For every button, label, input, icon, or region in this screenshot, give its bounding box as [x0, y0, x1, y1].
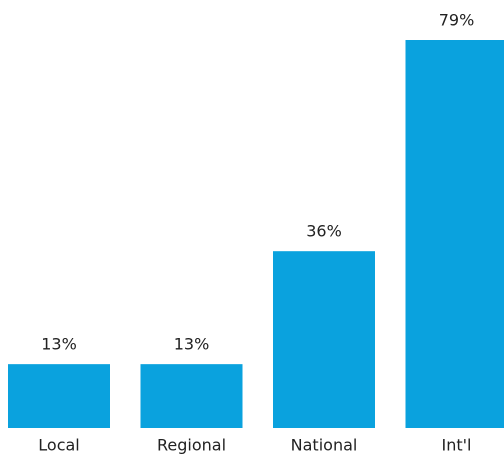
bar — [8, 364, 110, 428]
x-tick-label: Int'l — [442, 436, 472, 455]
value-label: 13% — [174, 335, 210, 354]
value-label: 79% — [439, 11, 475, 30]
value-label: 36% — [306, 222, 342, 241]
value-label: 13% — [41, 335, 77, 354]
x-tick-label: Regional — [157, 436, 226, 455]
x-tick-label: National — [291, 436, 358, 455]
bar — [273, 251, 375, 428]
x-tick-label: Local — [38, 436, 79, 455]
bar — [405, 40, 504, 428]
bar — [140, 364, 243, 428]
